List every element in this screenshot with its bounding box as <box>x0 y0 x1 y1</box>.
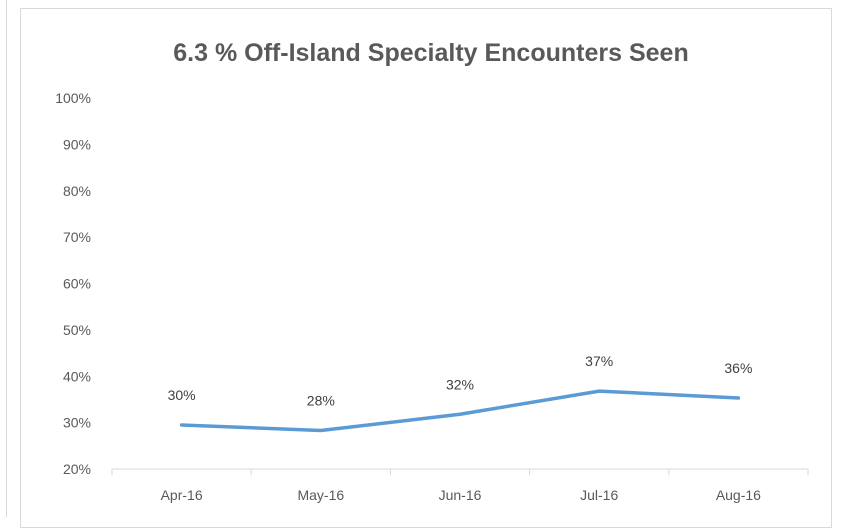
y-tick-label: 80% <box>63 183 91 199</box>
data-label: 30% <box>168 387 196 403</box>
data-label: 36% <box>724 360 752 376</box>
x-tick-label: Jul-16 <box>580 487 618 503</box>
x-tick-label: Jun-16 <box>439 487 482 503</box>
chart-title: 6.3 % Off-Island Specialty Encounters Se… <box>173 39 688 67</box>
y-tick-label: 90% <box>63 136 91 152</box>
x-tick-label: May-16 <box>297 487 344 503</box>
data-label: 32% <box>446 376 474 392</box>
line-chart: 6.3 % Off-Island Specialty Encounters Se… <box>0 0 841 517</box>
data-label: 37% <box>585 353 613 369</box>
y-tick-label: 100% <box>55 90 91 106</box>
data-label: 28% <box>307 393 335 409</box>
y-axis: 20% 30% 40% 50% 60% 70% 80% 90% 100% <box>55 90 91 477</box>
x-tick-label: Apr-16 <box>161 487 203 503</box>
x-tick-label: Aug-16 <box>716 487 761 503</box>
y-tick-label: 30% <box>63 415 91 431</box>
y-tick-label: 40% <box>63 368 91 384</box>
y-tick-label: 50% <box>63 322 91 338</box>
y-tick-label: 60% <box>63 276 91 292</box>
y-tick-label: 20% <box>63 461 91 477</box>
series-line <box>182 391 739 430</box>
series-group: 30% 28% 32% 37% 36% <box>168 353 753 430</box>
x-axis: Apr-16 May-16 Jun-16 Jul-16 Aug-16 <box>112 469 808 503</box>
y-tick-label: 70% <box>63 229 91 245</box>
